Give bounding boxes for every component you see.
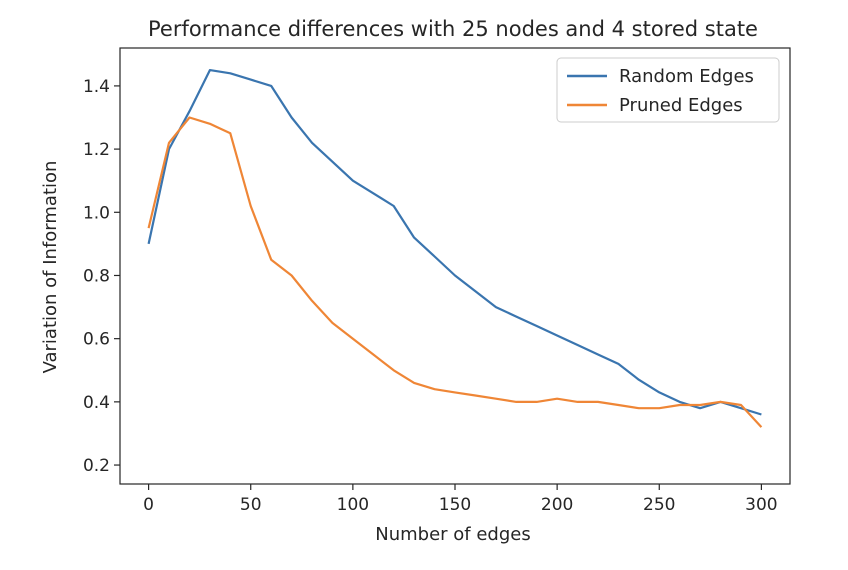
series-line-pruned-edges (147, 116, 763, 428)
x-tick-label: 200 (541, 495, 573, 515)
legend-label-random-edges: Random Edges (619, 66, 754, 87)
legend-label-pruned-edges: Pruned Edges (619, 95, 743, 116)
x-axis-label: Number of edges (375, 524, 530, 545)
legend-box (556, 57, 780, 123)
x-tick-label: 0 (143, 495, 154, 515)
y-tick-label: 1.4 (83, 77, 110, 97)
x-tick-label: 150 (439, 495, 471, 515)
y-axis-label: Variation of Information (40, 161, 61, 374)
y-tick-label: 0.8 (83, 266, 110, 286)
y-tick-label: 1.2 (83, 140, 110, 160)
x-tick-label: 250 (643, 495, 675, 515)
chart-title: Performance differences with 25 nodes an… (148, 17, 758, 41)
legend: Random Edges Pruned Edges (556, 57, 780, 123)
x-tick-label: 300 (745, 495, 777, 515)
plot-area (147, 68, 763, 428)
series-line-random-edges (147, 68, 762, 416)
y-tick-label: 1.0 (83, 203, 110, 223)
y-tick-label: 0.2 (83, 456, 110, 476)
y-tick-label: 0.6 (83, 330, 110, 350)
y-tick-label: 0.4 (83, 393, 110, 413)
axes: 0 50 100 150 200 250 300 0.2 0.4 0.6 0.8 1.0 1.2 1.4 (83, 47, 791, 515)
x-tick-label: 50 (240, 495, 262, 515)
x-tick-label: 100 (337, 495, 369, 515)
